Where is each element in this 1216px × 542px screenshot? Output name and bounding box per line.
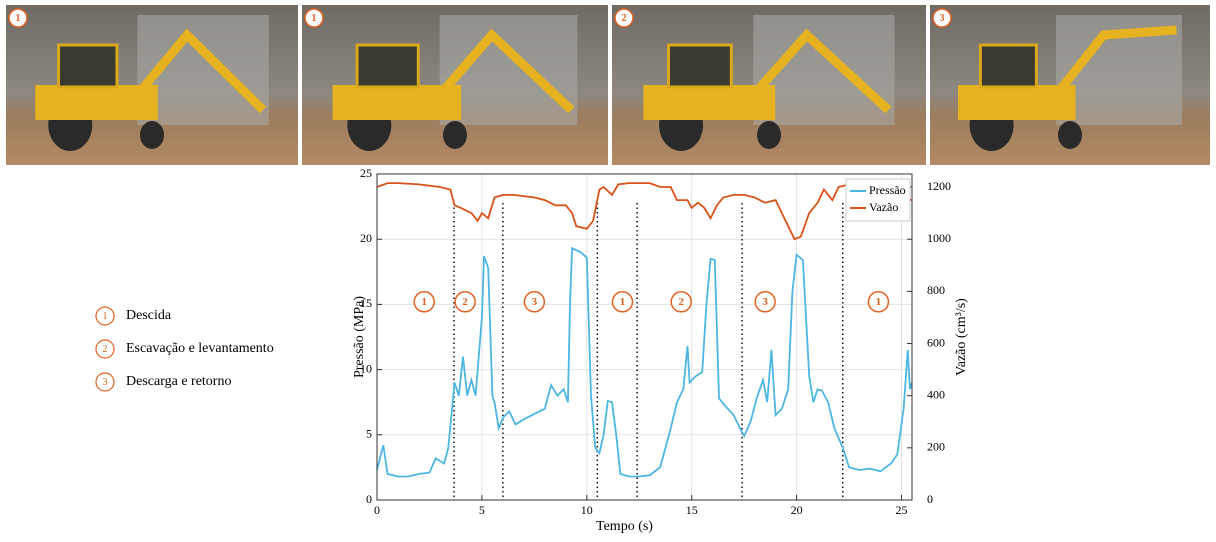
y2-tick-label: 200 <box>927 440 945 454</box>
x-tick-label: 10 <box>581 503 593 517</box>
y2-tick-label: 1200 <box>927 179 951 193</box>
x-tick-label: 5 <box>479 503 485 517</box>
figure: 1 1 2 3 1 Descida 2 Escavação e levantamento 3 De… <box>0 0 1216 537</box>
phase-label: 1 <box>620 296 626 308</box>
phase-label: 2 <box>462 296 468 308</box>
legend-label: Vazão <box>869 200 898 214</box>
wheel <box>140 121 164 149</box>
key-number: 2 <box>103 344 108 355</box>
cab <box>357 45 418 87</box>
x-tick-label: 15 <box>686 503 698 517</box>
x-tick-label: 0 <box>374 503 380 517</box>
y-axis-label: Pressão (MPa) <box>352 296 367 378</box>
wheel <box>757 121 781 149</box>
phase-label: 3 <box>762 296 768 308</box>
phase-label: 1 <box>421 296 427 308</box>
key-number: 3 <box>103 377 108 388</box>
key-text: Descarga e retorno <box>126 374 231 389</box>
phase-label: 2 <box>678 296 684 308</box>
y2-tick-label: 600 <box>927 335 945 349</box>
photo-label: 1 <box>312 13 317 24</box>
cab <box>59 45 117 87</box>
wheel <box>1058 121 1082 149</box>
photo-label: 3 <box>940 13 945 24</box>
series-line <box>377 183 912 239</box>
series-line <box>377 248 912 476</box>
legend-label: Pressão <box>869 183 906 197</box>
phase-label: 1 <box>876 296 882 308</box>
key-number: 1 <box>103 311 108 322</box>
x-tick-label: 20 <box>791 503 803 517</box>
photo-label: 1 <box>16 13 21 24</box>
y2-tick-label: 400 <box>927 387 945 401</box>
key-text: Descida <box>126 308 172 323</box>
y-tick-label: 5 <box>366 427 372 441</box>
y2-axis-label: Vazão (cm³/s) <box>954 298 969 376</box>
y-tick-label: 25 <box>360 166 372 180</box>
photo-label: 2 <box>622 13 627 24</box>
phase-label: 3 <box>532 296 538 308</box>
plot-frame <box>377 174 912 500</box>
y2-tick-label: 800 <box>927 283 945 297</box>
y-tick-label: 20 <box>360 231 372 245</box>
wheel <box>443 121 467 149</box>
key-text: Escavação e levantamento <box>126 341 274 356</box>
cab <box>980 45 1036 87</box>
y2-tick-label: 0 <box>927 492 933 506</box>
y2-tick-label: 1000 <box>927 231 951 245</box>
x-tick-label: 25 <box>896 503 908 517</box>
x-axis-label: Tempo (s) <box>596 519 653 534</box>
cab <box>669 45 732 87</box>
y-tick-label: 0 <box>366 492 372 506</box>
